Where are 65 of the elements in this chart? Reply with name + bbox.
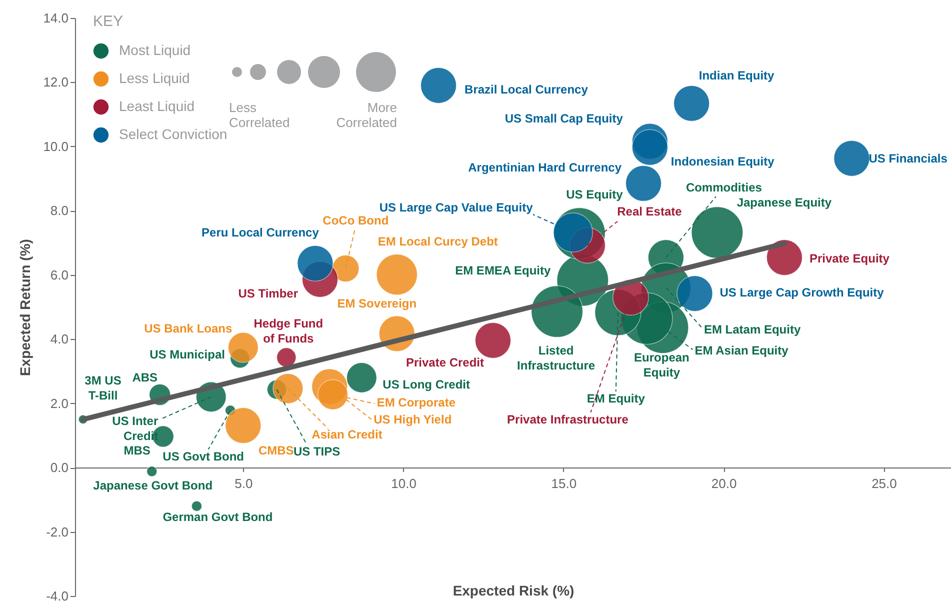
legend-label: Most Liquid xyxy=(119,42,191,58)
annotation: US Govt Bond xyxy=(162,449,244,464)
annotation: Argentinian Hard Currency xyxy=(468,160,622,174)
annotation: Commodities xyxy=(686,180,762,195)
legend-label: Select Conviction xyxy=(119,126,228,142)
x-axis-title: Expected Risk (%) xyxy=(452,582,574,598)
annotation: US Bank Loans xyxy=(144,321,232,336)
annotation: CMBS xyxy=(258,443,294,458)
annotation: Peru Local Currency xyxy=(202,225,320,240)
annotation: Japanese Govt Bond xyxy=(93,478,213,492)
annotation: MBS xyxy=(124,443,150,458)
annotation: US Equity xyxy=(566,187,624,202)
y-tick-label: 6.0 xyxy=(50,267,68,282)
annotation: US TIPS xyxy=(293,444,340,459)
legend-label: Less Liquid xyxy=(119,70,190,86)
annotation: Less Correlated xyxy=(229,100,291,130)
annotation: US Long Credit xyxy=(382,378,470,392)
legend-label: Least Liquid xyxy=(119,98,195,114)
y-axis-title: Expected Return (%) xyxy=(17,239,34,376)
annotation: US High Yield xyxy=(374,412,452,427)
y-tick-label: 10.0 xyxy=(43,138,68,154)
x-tick-label: 15.0 xyxy=(551,476,577,492)
annotation: Private Equity xyxy=(809,252,890,266)
annotation: EM Sovereign xyxy=(337,296,417,311)
annotation: German Govt Bond xyxy=(162,510,273,524)
annotation: Indian Equity xyxy=(698,68,775,82)
annotation: Hedge Fund of Funds xyxy=(254,316,324,346)
annotation: EM Corporate xyxy=(376,396,456,410)
annotation: Asian Credit xyxy=(312,428,382,442)
y-tick-label: 12.0 xyxy=(43,74,68,90)
x-tick-label: 10.0 xyxy=(391,476,416,492)
annotation: 3M US T-Bill xyxy=(84,373,122,402)
annotation: US Timber xyxy=(238,286,298,300)
y-tick-label: 4.0 xyxy=(50,332,68,347)
x-tick-label: 20.0 xyxy=(711,476,737,492)
y-tick-label: 14.0 xyxy=(43,10,68,26)
y-tick-label: 2.0 xyxy=(50,396,68,411)
legend-title: KEY xyxy=(93,13,124,30)
annotation: US Large Cap Growth Equity xyxy=(720,286,884,300)
y-tick-label: 0.0 xyxy=(50,460,68,476)
annotation: Listed Infrastructure xyxy=(517,343,596,372)
annotation: Brazil Local Currency xyxy=(464,82,588,96)
annotation: Real Estate xyxy=(617,204,682,218)
annotation: EM Asian Equity xyxy=(694,344,789,358)
annotation: US Financials xyxy=(868,151,948,166)
annotation: ABS xyxy=(132,370,158,385)
y-tick-label: -2.0 xyxy=(46,524,68,540)
x-tick-label: 25.0 xyxy=(872,476,897,492)
annotation: European Equity xyxy=(634,350,690,380)
annotation: EM Latam Equity xyxy=(704,322,801,337)
annotation: US Large Cap Value Equity xyxy=(379,200,534,214)
annotation: Japanese Equity xyxy=(736,196,832,210)
annotation: EM Equity xyxy=(586,391,646,406)
annotation: EM EMEA Equity xyxy=(455,263,551,278)
x-tick-label: 5.0 xyxy=(234,476,253,492)
annotation: Private Credit xyxy=(406,355,484,370)
y-tick-label: 8.0 xyxy=(50,203,68,218)
annotation: Private Infrastructure xyxy=(507,412,629,426)
annotation: US Municipal xyxy=(150,347,225,362)
annotation: US Small Cap Equity xyxy=(504,111,624,126)
annotation: EM Local Curcy Debt xyxy=(378,234,498,249)
y-tick-label: -4.0 xyxy=(46,588,68,601)
annotation: CoCo Bond xyxy=(322,213,389,228)
annotation: Indonesian Equity xyxy=(670,154,775,168)
annotation: More Correlated xyxy=(335,100,397,130)
